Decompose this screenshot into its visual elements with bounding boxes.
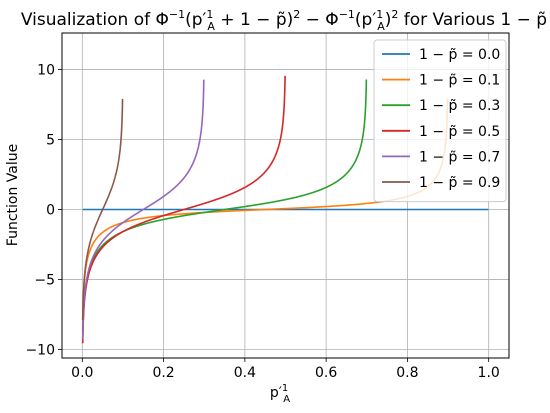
- y-axis-label: Function Value: [5, 144, 21, 246]
- legend-entry-label: 1 − p̃ = 0.9: [419, 175, 500, 191]
- series-line-0.7: [81, 79, 205, 340]
- x-tick-label: 1.0: [478, 365, 500, 381]
- series-line-0.9: [81, 98, 124, 321]
- y-tick-label: −10: [25, 343, 55, 359]
- legend-entry-label: 1 − p̃ = 0.7: [419, 149, 500, 165]
- x-axis-label-sup: 1: [282, 383, 288, 394]
- legend-entry-label: 1 − p̃ = 0.3: [419, 98, 500, 114]
- title-part-e: (p′: [355, 10, 376, 30]
- x-tick-label: 0.4: [234, 365, 256, 381]
- legend-entry-label: 1 − p̃ = 0.5: [419, 124, 500, 140]
- y-tick-label: 0: [46, 203, 55, 219]
- x-axis-label-sub: A: [283, 394, 290, 405]
- plot-frame: [61, 32, 510, 359]
- title-part-f: ): [385, 10, 392, 30]
- title-part-c-sup: 2: [293, 8, 300, 21]
- title-part-b-sub: A: [207, 20, 215, 33]
- x-axis-label: p′1 A: [270, 383, 290, 405]
- title-part-b: (p′: [185, 10, 206, 30]
- series-line-0.5: [81, 75, 286, 344]
- title-part-c: + 1 − p̃): [215, 10, 293, 30]
- title-part-a: Visualization of Φ: [21, 10, 169, 30]
- title-part-e-sup: 1: [376, 8, 383, 21]
- legend: 1 − p̃ = 0.0 1 − p̃ = 0.1 1 − p̃ = 0.3 1 − …: [373, 39, 507, 203]
- title-part-b-sup: 1: [206, 8, 213, 21]
- title-part-d: − Φ: [300, 10, 338, 30]
- x-tick-label: 0.6: [315, 365, 337, 381]
- x-tick-label: 0.0: [71, 365, 93, 381]
- y-tick-label: 5: [46, 132, 55, 148]
- title-part-d-sup: −1: [339, 8, 355, 21]
- x-tick-label: 0.8: [396, 365, 418, 381]
- y-tick-label: −5: [34, 273, 55, 289]
- legend-entry-label: 1 − p̃ = 0.0: [419, 47, 500, 63]
- y-tick-label: 10: [37, 62, 55, 78]
- title-part-a-sup: −1: [169, 8, 185, 21]
- legend-entry-label: 1 − p̃ = 0.1: [419, 73, 500, 89]
- x-axis-label-base: p′: [270, 385, 282, 401]
- chart-title: Visualization of Φ−1(p′1 A + 1 − p̃)2 − Φ…: [21, 8, 547, 33]
- title-part-g: for Various 1 − p̃: [398, 10, 547, 30]
- x-tick-label: 0.2: [152, 365, 174, 381]
- title-part-e-sub: A: [377, 20, 385, 33]
- axis-ticks: 0.0 0.2 0.4 0.6 0.8 1.0 −10 −5 0 5 10: [25, 62, 499, 381]
- title-part-f-sup: 2: [391, 8, 398, 21]
- series-lines: [81, 75, 489, 344]
